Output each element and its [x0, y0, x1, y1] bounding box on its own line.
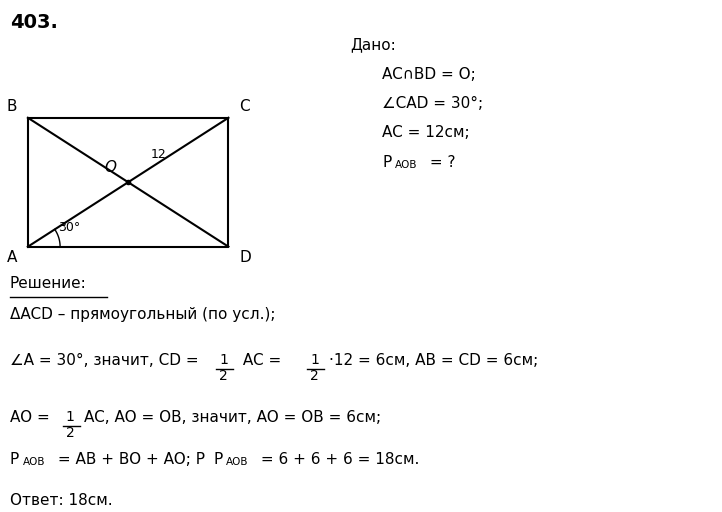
Text: AC∩BD = O;: AC∩BD = O; [383, 67, 477, 82]
Text: ∠A = 30°, значит, CD =: ∠A = 30°, значит, CD = [10, 353, 204, 368]
Text: AC, AO = OB, значит, AO = OB = 6см;: AC, AO = OB, значит, AO = OB = 6см; [84, 410, 382, 425]
Text: ·12 = 6см, AB = CD = 6см;: ·12 = 6см, AB = CD = 6см; [329, 353, 538, 368]
Text: AC =: AC = [238, 353, 286, 368]
Text: O: O [104, 160, 116, 175]
Text: Ответ: 18см.: Ответ: 18см. [10, 494, 113, 508]
Text: AC = 12см;: AC = 12см; [383, 125, 470, 140]
Text: 2: 2 [310, 369, 319, 382]
Text: 403.: 403. [10, 13, 58, 32]
Text: P: P [383, 155, 392, 169]
Text: AO =: AO = [10, 410, 55, 425]
Text: A: A [6, 250, 17, 265]
Text: P: P [10, 452, 19, 466]
Text: B: B [6, 99, 17, 114]
Text: = 6 + 6 + 6 = 18см.: = 6 + 6 + 6 = 18см. [256, 452, 419, 466]
Text: ∠CAD = 30°;: ∠CAD = 30°; [383, 96, 484, 111]
Text: = ?: = ? [425, 155, 456, 169]
Text: ΔACD – прямоугольный (по усл.);: ΔACD – прямоугольный (по усл.); [10, 307, 275, 322]
Text: Решение:: Решение: [10, 276, 87, 291]
Text: 1: 1 [310, 353, 319, 367]
Text: 12: 12 [150, 148, 166, 161]
Text: 30°: 30° [58, 221, 81, 234]
Text: D: D [239, 250, 251, 265]
Text: = AB + BO + AO; P: = AB + BO + AO; P [53, 452, 205, 466]
Text: 1: 1 [66, 410, 74, 424]
Text: 1: 1 [219, 353, 228, 367]
Text: АОВ: АОВ [226, 457, 249, 467]
Text: P: P [214, 452, 222, 466]
Text: C: C [239, 99, 250, 114]
Text: АОВ: АОВ [23, 457, 45, 467]
Text: 2: 2 [219, 369, 228, 382]
Text: Дано:: Дано: [350, 37, 396, 53]
Text: 2: 2 [66, 426, 74, 440]
Text: АОВ: АОВ [396, 160, 418, 170]
